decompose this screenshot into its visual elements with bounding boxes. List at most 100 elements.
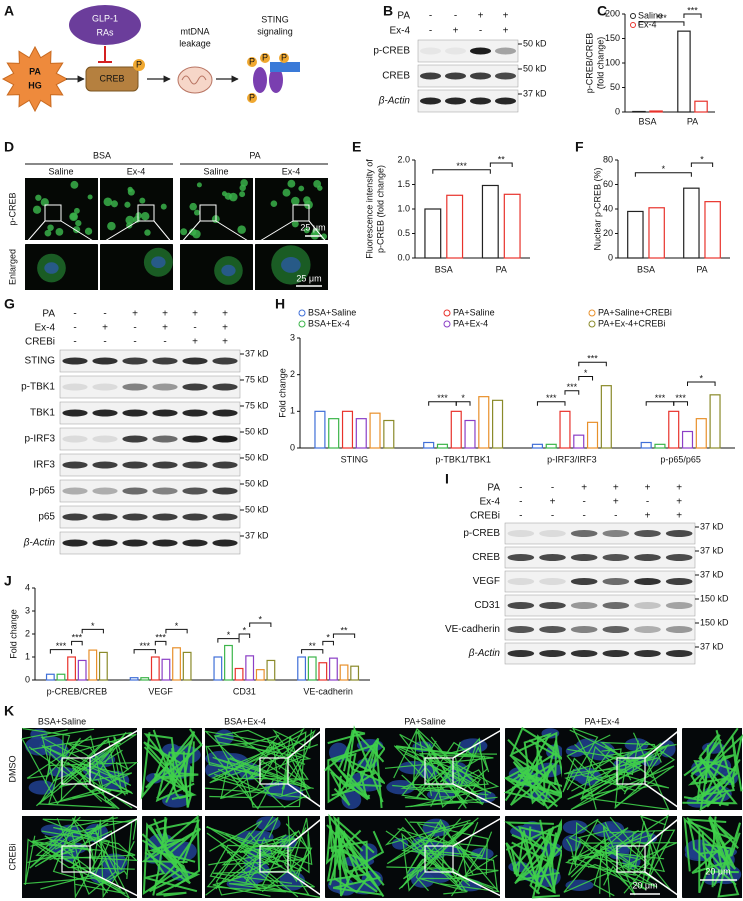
bar: [140, 677, 150, 681]
band: [445, 97, 466, 105]
band: [570, 626, 598, 633]
bar: [88, 649, 98, 681]
bar: [182, 651, 192, 681]
significance-label: *: [259, 614, 263, 624]
band: [602, 602, 630, 609]
membrane: [385, 830, 494, 890]
bar: [297, 656, 307, 681]
nucleus: [386, 780, 416, 795]
scale-label: 20 μm: [632, 880, 657, 890]
band: [122, 435, 148, 443]
bar: [423, 441, 435, 449]
bar: [492, 399, 504, 449]
significance-bracket: [301, 649, 324, 654]
cell: [110, 200, 118, 208]
legend-label: PA+Saline: [453, 307, 495, 317]
condition-sign: +: [162, 323, 168, 334]
y-tick-label: 50: [610, 82, 620, 92]
significance-label: ***: [56, 641, 67, 651]
band: [634, 578, 661, 585]
band: [62, 487, 88, 495]
zoom-line: [644, 871, 683, 899]
band: [539, 602, 566, 609]
membrane: [687, 734, 743, 787]
band: [634, 650, 661, 657]
significance-label: ***: [687, 5, 698, 15]
membrane: [594, 748, 675, 808]
band: [92, 357, 118, 365]
cell: [160, 203, 167, 210]
membrane: [231, 816, 313, 871]
zoom-line: [89, 783, 143, 811]
bar: [67, 656, 76, 681]
band: [665, 530, 693, 537]
band: [212, 409, 238, 417]
row-label: VE-cadherin: [445, 624, 500, 635]
marker-label: 37 kD: [245, 348, 269, 358]
legend-label: PA+Ex-4+CREBi: [598, 318, 665, 328]
phospho: [133, 59, 145, 71]
membrane: [393, 745, 490, 792]
zoom-line: [452, 871, 506, 899]
band: [539, 554, 566, 561]
condition-sign: +: [192, 337, 198, 348]
zoom-line: [179, 220, 201, 245]
y-tick-label: 2: [25, 628, 30, 638]
membrane: [416, 839, 487, 897]
blot-strip: [59, 505, 241, 529]
significance-bracket: [683, 13, 702, 18]
bar: [683, 187, 700, 259]
cell: [189, 202, 197, 211]
zoom-line: [644, 815, 683, 847]
cell: [124, 201, 131, 208]
membrane: [708, 815, 740, 898]
significance-bracket: [536, 401, 566, 406]
condition-sign: -: [73, 337, 76, 348]
bar: [681, 430, 694, 449]
condition-sign: -: [646, 497, 649, 508]
cell: [40, 198, 49, 207]
y-tick-label: 20: [603, 228, 613, 238]
y-tick-label: 80: [603, 154, 613, 164]
phospho: [247, 57, 257, 67]
membrane: [439, 737, 490, 801]
cell: [239, 191, 246, 198]
legend-marker: [443, 320, 451, 328]
nucleus: [562, 820, 588, 835]
membrane: [392, 771, 489, 796]
band: [507, 650, 535, 657]
significance-bracket: [81, 628, 104, 634]
membrane: [148, 827, 202, 893]
column-label: Ex-4: [127, 166, 146, 176]
membrane: [504, 773, 559, 808]
band: [212, 461, 238, 469]
condition-sign: +: [192, 309, 198, 320]
membrane: [206, 816, 306, 866]
bar: [654, 443, 666, 449]
condition-label: PA: [487, 483, 500, 494]
nucleus: [624, 738, 649, 752]
phospho-label: P: [249, 56, 255, 66]
band: [602, 650, 630, 657]
cell: [125, 215, 135, 225]
blot-strip: [59, 349, 241, 373]
scale-label: 25 μm: [296, 273, 321, 283]
row-label: β-Actin: [468, 648, 501, 659]
condition-sign: +: [453, 26, 459, 37]
significance-label: *: [461, 393, 465, 403]
condition-sign: -: [582, 497, 585, 508]
drug-label: GLP-1: [92, 13, 118, 23]
membrane: [696, 727, 739, 804]
band: [420, 72, 441, 80]
membrane: [208, 847, 293, 883]
membrane: [155, 868, 201, 897]
condition-sign: +: [503, 26, 509, 37]
significance-bracket: [322, 640, 334, 646]
y-axis-label: Fold change: [8, 609, 18, 659]
condition-sign: -: [614, 511, 617, 522]
marker-label: 150 kD: [700, 617, 729, 627]
zoom-box: [199, 204, 217, 222]
membrane: [206, 832, 279, 892]
membrane: [683, 734, 723, 797]
